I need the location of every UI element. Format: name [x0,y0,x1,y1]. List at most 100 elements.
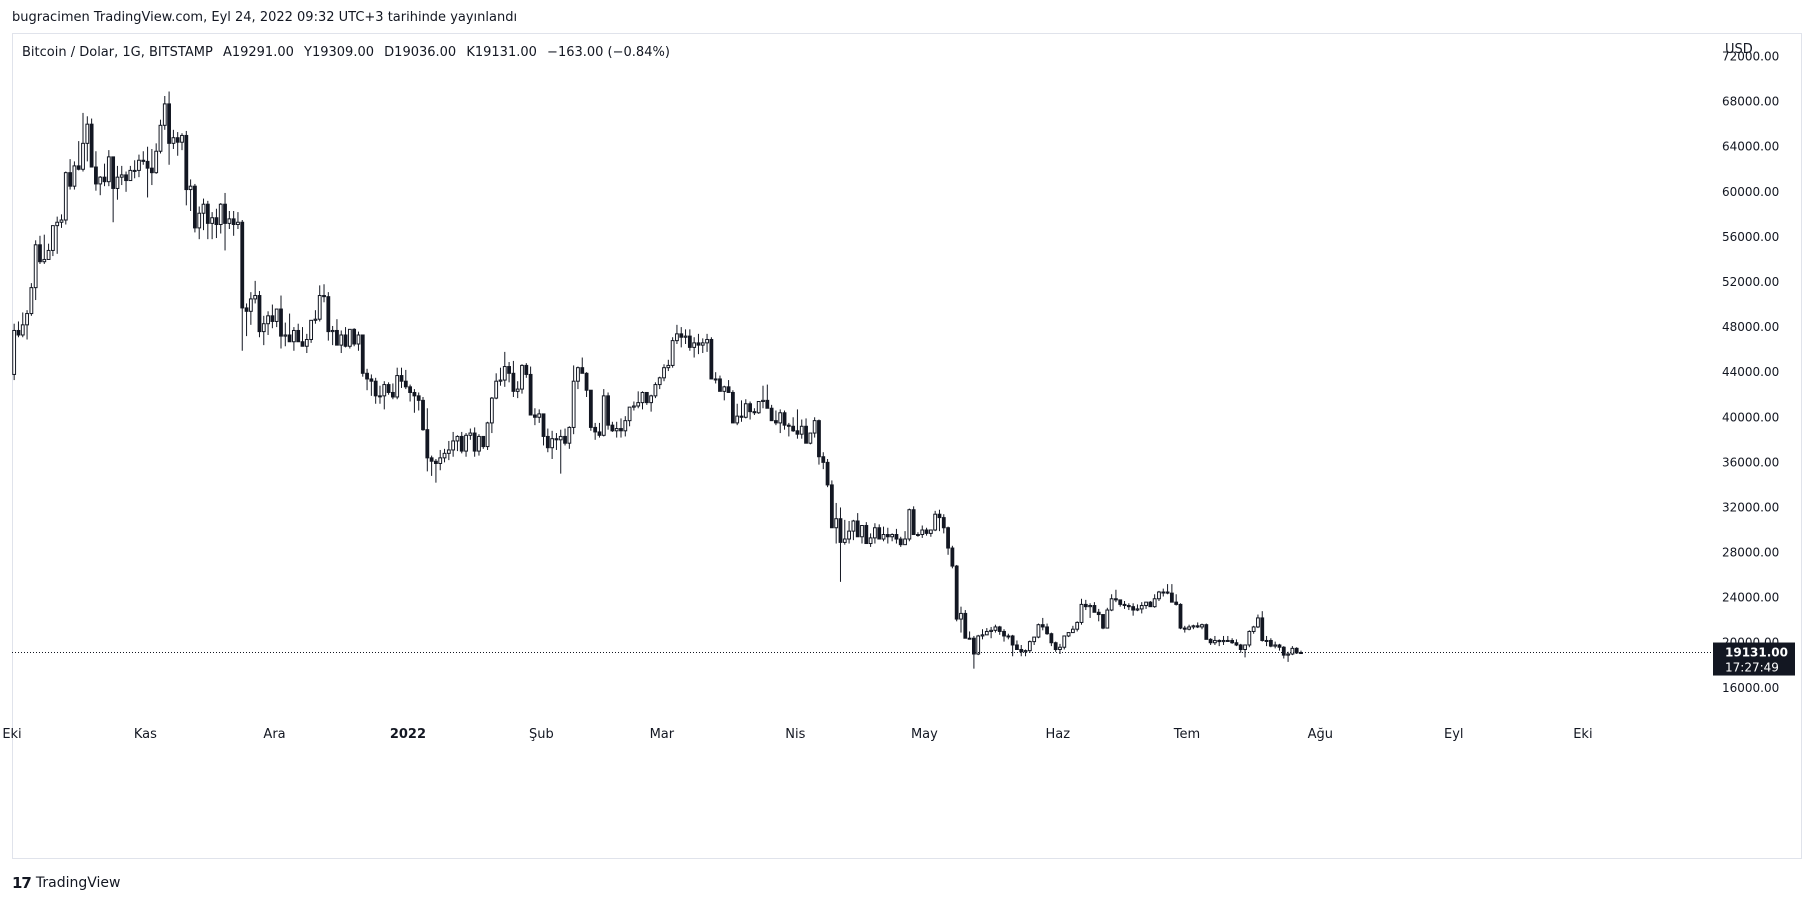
candle[interactable] [386,382,391,395]
candle[interactable] [911,506,916,536]
candle[interactable] [799,419,804,439]
candle[interactable] [1277,643,1282,651]
candle[interactable] [1204,623,1209,640]
candle[interactable] [1045,623,1049,635]
candle[interactable] [1010,634,1015,657]
candle[interactable] [989,626,994,639]
candle[interactable] [279,295,283,349]
candle[interactable] [769,404,774,422]
candle[interactable] [1169,584,1174,603]
candle[interactable] [1139,602,1144,614]
candle[interactable] [25,310,29,340]
candle[interactable] [795,409,800,439]
candle[interactable] [1174,594,1179,606]
candle[interactable] [180,133,184,151]
candle[interactable] [1217,639,1222,647]
candle[interactable] [1135,604,1140,612]
candle[interactable] [296,323,301,343]
candle[interactable] [257,291,262,338]
candle[interactable] [313,310,318,324]
candle[interactable] [890,533,895,542]
candle[interactable] [885,527,890,544]
candle[interactable] [864,522,869,545]
candle[interactable] [520,364,524,394]
candle[interactable] [1148,601,1153,608]
candle[interactable] [175,132,180,156]
candle[interactable] [477,434,481,456]
candle[interactable] [1019,644,1024,657]
candle[interactable] [606,392,610,430]
candle[interactable] [442,448,447,463]
candle[interactable] [696,333,701,355]
candle[interactable] [541,413,546,446]
candle[interactable] [950,545,955,569]
candle[interactable] [481,435,486,449]
candle[interactable] [1264,635,1269,647]
candle[interactable] [894,528,899,544]
candle[interactable] [644,391,649,405]
candle[interactable] [128,165,133,182]
candle[interactable] [223,192,227,251]
candle[interactable] [1079,598,1084,625]
candle[interactable] [1088,603,1092,618]
candle[interactable] [632,401,636,411]
candle[interactable] [42,234,47,264]
candle[interactable] [713,372,718,384]
candle[interactable] [403,369,408,390]
candle[interactable] [916,532,920,537]
candle[interactable] [1015,640,1019,650]
candle[interactable] [360,334,365,377]
candle[interactable] [33,240,38,301]
candle[interactable] [933,510,938,532]
candle[interactable] [649,394,654,412]
candle[interactable] [851,519,856,541]
candle[interactable] [524,363,529,378]
candle[interactable] [399,367,404,388]
candle[interactable] [666,359,671,372]
candle[interactable] [765,384,770,409]
candle[interactable] [627,406,632,427]
candle[interactable] [485,421,490,450]
candle[interactable] [786,422,791,437]
candle[interactable] [63,171,68,225]
candle[interactable] [46,243,51,260]
candle[interactable] [533,408,537,426]
candle[interactable] [343,327,348,348]
candle[interactable] [580,357,585,374]
candle[interactable] [847,520,851,544]
candle[interactable] [1195,622,1200,629]
candle[interactable] [1256,614,1260,629]
candle[interactable] [610,421,615,432]
candle[interactable] [106,150,111,187]
candle[interactable] [214,208,219,239]
candle[interactable] [700,338,705,354]
candle[interactable] [980,629,985,640]
candle[interactable] [248,292,253,325]
candle[interactable] [588,389,593,431]
candle[interactable] [494,373,499,400]
candle[interactable] [12,323,17,381]
candle[interactable] [558,429,563,474]
candle[interactable] [597,422,602,438]
candle[interactable] [1075,621,1080,632]
candle[interactable] [881,526,886,542]
candle[interactable] [167,91,171,165]
candle[interactable] [266,311,270,335]
candle[interactable] [550,430,555,459]
candle[interactable] [997,625,1002,635]
candle[interactable] [838,507,843,582]
candle[interactable] [937,509,942,532]
candle[interactable] [675,324,679,344]
candle[interactable] [468,428,473,440]
candle[interactable] [1182,625,1187,633]
candle[interactable] [283,322,288,347]
candle[interactable] [29,283,34,316]
candle[interactable] [55,216,60,254]
candle[interactable] [369,374,374,396]
candle[interactable] [528,366,533,416]
candle[interactable] [115,165,120,200]
candle[interactable] [1131,603,1136,616]
candle[interactable] [812,417,817,438]
candle[interactable] [231,210,236,236]
candle[interactable] [834,502,839,544]
